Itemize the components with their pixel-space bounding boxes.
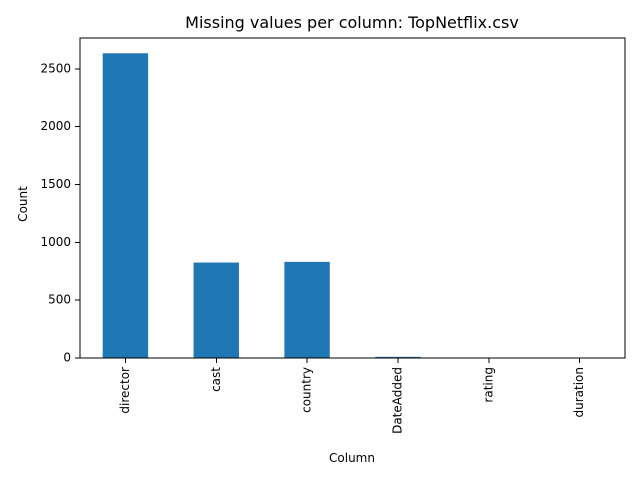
y-tick-label-0: 0 [63,351,71,365]
x-tick-label-dateadded: DateAdded [390,367,404,434]
x-tick-label-country: country [300,367,314,413]
y-tick-label-1000: 1000 [40,235,71,249]
x-tick-label-duration: duration [572,367,586,418]
bars-group [102,53,603,358]
y-tick-label-2000: 2000 [40,119,71,133]
chart-title: Missing values per column: TopNetflix.cs… [185,13,519,32]
y-tick-label-2500: 2500 [40,61,71,75]
x-axis-label: Column [329,451,375,465]
x-tick-label-rating: rating [481,367,495,403]
bar-director [102,53,149,358]
x-tick-label-cast: cast [209,367,223,392]
plot-frame [79,37,626,359]
x-tick-label-director: director [118,367,132,414]
y-axis-label: Count [16,186,30,222]
bar-dateadded [375,356,421,358]
bar-country [284,261,330,358]
y-axis-ticks: 0 500 1000 1500 2000 2500 [40,61,80,365]
x-axis-ticks: director cast country DateAdded rating durati… [118,358,586,434]
y-tick-label-1500: 1500 [40,177,71,191]
y-tick-label-500: 500 [48,293,71,307]
bar-cast [193,262,239,358]
